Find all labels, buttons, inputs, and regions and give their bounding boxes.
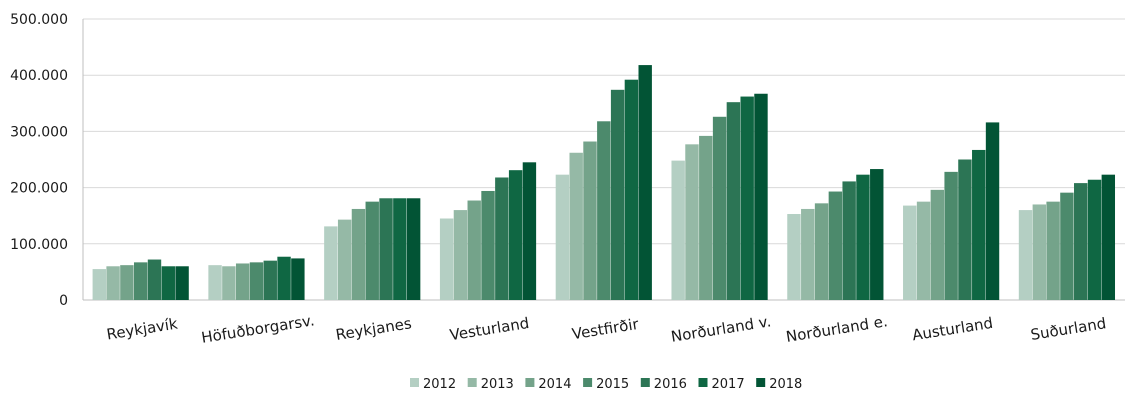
bar (583, 141, 597, 300)
bar (801, 208, 815, 300)
bar (1087, 179, 1102, 300)
legend: 2012 2013 2014 2015 2016 2017 2018 (410, 377, 802, 392)
bar (379, 198, 393, 300)
bar (439, 218, 454, 300)
legend-swatch (410, 378, 419, 387)
bar (147, 259, 162, 300)
bar (522, 162, 537, 300)
x-category-label: Reykjavík (105, 315, 179, 344)
bar (1060, 192, 1074, 300)
x-category-label: Reykjanes (334, 314, 413, 344)
x-category-label: Suðurland (1029, 314, 1107, 344)
y-tick-label: 100.000 (10, 237, 68, 253)
bar (365, 201, 379, 300)
bar (175, 266, 189, 300)
bar (351, 208, 366, 300)
bar (467, 200, 481, 300)
legend-label: 2018 (769, 377, 802, 392)
x-category-labels: Reykjavík Höfuðborgarsv. Reykjanes Vesturla… (105, 311, 1107, 347)
bar (903, 205, 917, 300)
bar (1018, 210, 1033, 300)
bar (92, 269, 106, 300)
bar (222, 266, 236, 300)
bar (842, 181, 856, 300)
x-category-label: Vesturland (448, 314, 530, 344)
legend-label: 2015 (596, 377, 629, 392)
y-tick-label: 400.000 (10, 68, 68, 84)
legend-swatch (756, 378, 766, 387)
x-category-label: Norðurland v. (670, 312, 773, 346)
bar (699, 135, 713, 300)
bar (263, 260, 277, 300)
bar (930, 189, 945, 300)
bars (92, 65, 1116, 301)
bar (754, 93, 768, 300)
legend-label: 2016 (654, 377, 687, 392)
bar (495, 177, 509, 300)
bar (277, 256, 291, 300)
bar (569, 152, 583, 300)
bar (958, 159, 972, 300)
bar (133, 262, 148, 300)
bar (916, 201, 931, 300)
bar (291, 258, 305, 300)
bar (1101, 174, 1116, 300)
bar (972, 149, 986, 300)
bar (481, 190, 495, 300)
bar (555, 174, 570, 300)
legend-label: 2013 (481, 377, 514, 392)
bar (814, 203, 829, 300)
legend-swatch (583, 378, 593, 387)
legend-label: 2017 (712, 377, 745, 392)
legend-label: 2014 (538, 377, 571, 392)
bar (828, 191, 843, 300)
bar (249, 262, 264, 300)
bar (638, 65, 652, 300)
bar (235, 263, 250, 300)
legend-swatch (467, 378, 477, 387)
bar (453, 210, 468, 300)
bar (787, 214, 801, 300)
y-tick-label: 200.000 (10, 181, 68, 197)
bar (106, 266, 120, 300)
x-category-label: Austurland (911, 314, 994, 345)
bar (726, 102, 741, 301)
legend-swatch (698, 378, 708, 387)
y-tick-label: 0 (59, 293, 68, 309)
bar (856, 174, 870, 300)
bar (610, 89, 625, 300)
bar (1046, 201, 1060, 300)
bar (393, 198, 407, 300)
bar (161, 266, 175, 300)
bar (337, 219, 352, 300)
bar (208, 265, 222, 300)
x-category-label: Höfuðborgarsv. (200, 311, 316, 347)
bar (944, 171, 958, 300)
bar (1032, 204, 1047, 300)
bar (985, 122, 1000, 301)
y-tick-labels: 0 100.000 200.000 300.000 400.000 500.000 (10, 12, 68, 309)
bar (712, 116, 727, 301)
bar (597, 121, 611, 300)
bar (120, 265, 134, 300)
x-category-label: Vestfirðir (571, 315, 641, 343)
legend-label: 2012 (423, 377, 456, 392)
bar (740, 96, 754, 300)
y-tick-label: 300.000 (10, 124, 68, 140)
bar (508, 170, 523, 300)
bar (685, 144, 699, 300)
x-category-label: Norðurland e. (785, 312, 889, 346)
bar (870, 169, 884, 300)
bar (406, 198, 421, 300)
bar (1074, 183, 1088, 300)
y-tick-label: 500.000 (10, 12, 68, 28)
legend-swatch (525, 378, 535, 387)
legend-swatch (640, 378, 650, 387)
bar (624, 79, 639, 300)
bar (324, 226, 338, 300)
bar (671, 160, 685, 300)
